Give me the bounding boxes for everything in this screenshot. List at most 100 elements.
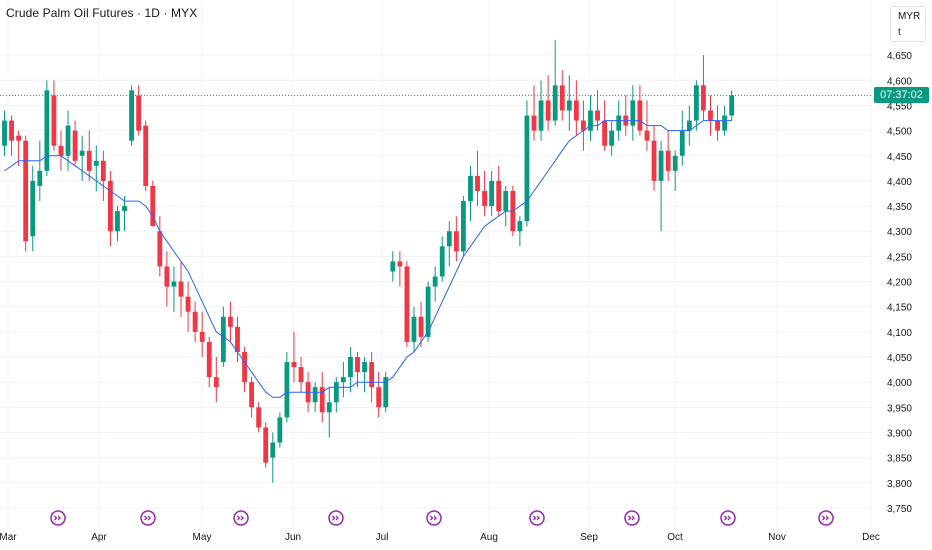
candle-body — [143, 125, 149, 186]
currency-unit: MYR — [898, 11, 921, 22]
candle-body — [552, 85, 558, 121]
candle-body — [581, 120, 586, 131]
candle — [2, 110, 7, 156]
y-axis[interactable]: 3,750 3,800 3,850 3,900 3,950 4,000 4,050 4,100… — [887, 51, 912, 515]
candle-body — [30, 180, 36, 237]
candle-body — [573, 100, 579, 121]
y-tick-label: 3,950 — [887, 403, 912, 414]
chart-title: Crude Palm Oil Futures · 1D · MYX — [6, 6, 198, 20]
event-marker-icon[interactable] — [50, 510, 66, 526]
candle — [312, 382, 318, 413]
candle — [630, 85, 636, 141]
candle-body — [312, 387, 318, 403]
currency-button[interactable]: MYR t — [890, 6, 926, 42]
event-marker-icon[interactable] — [624, 510, 640, 526]
candle — [482, 170, 487, 217]
y-tick-label: 4,650 — [887, 51, 912, 62]
candle-body — [348, 357, 353, 378]
candle-body — [376, 387, 382, 408]
candle-body — [220, 316, 226, 363]
candle — [418, 301, 424, 347]
x-axis[interactable]: Mar Apr May Jun Jul Aug Sep Oct Nov Dec — [0, 532, 880, 543]
candle — [72, 120, 78, 166]
candle — [397, 251, 403, 287]
event-marker-icon[interactable] — [818, 510, 834, 526]
candle — [355, 351, 360, 388]
candle-body — [192, 311, 198, 332]
candle-body — [178, 281, 184, 297]
candle-body — [693, 85, 699, 121]
candle-body — [679, 130, 685, 156]
candle — [595, 90, 600, 131]
candle — [573, 80, 579, 136]
candle — [37, 140, 43, 202]
candle-body — [715, 120, 720, 131]
unit-sub: t — [898, 27, 901, 38]
candle-body — [171, 281, 177, 287]
candle-body — [16, 135, 22, 141]
candle — [468, 165, 473, 222]
candle — [369, 351, 375, 403]
y-tick-label: 4,100 — [887, 328, 912, 339]
event-arrow — [144, 515, 151, 521]
y-tick-label: 4,350 — [887, 202, 912, 213]
candle-body — [517, 221, 523, 232]
candle — [581, 100, 586, 151]
candle-body — [136, 95, 142, 131]
candle — [291, 331, 297, 383]
candle — [326, 387, 332, 438]
candle — [235, 316, 240, 363]
candle-body — [489, 180, 495, 207]
event-marker-icon[interactable] — [529, 510, 545, 526]
candle — [496, 165, 502, 217]
event-marker-icon[interactable] — [233, 510, 249, 526]
candle — [446, 221, 452, 267]
candle — [708, 95, 713, 136]
candle-body — [86, 150, 92, 171]
candle-body — [213, 377, 219, 388]
candle — [665, 130, 671, 181]
moving-average-line — [4, 120, 732, 398]
event-marker-icon[interactable] — [140, 510, 156, 526]
candle — [206, 336, 212, 388]
candle-body — [524, 115, 530, 222]
candle-body — [333, 382, 339, 403]
candle-body — [616, 115, 622, 131]
y-tick-label: 4,500 — [887, 127, 912, 138]
event-marker-icon[interactable] — [328, 510, 344, 526]
candle — [129, 85, 134, 146]
x-tick-label: Oct — [667, 532, 683, 543]
candle — [115, 206, 120, 242]
event-circle — [529, 510, 545, 526]
candle — [701, 55, 706, 121]
candle — [383, 372, 389, 413]
event-circle — [624, 510, 640, 526]
candle — [637, 85, 643, 136]
candle-body — [263, 427, 269, 463]
candle-body — [559, 85, 565, 111]
candle — [651, 125, 657, 191]
event-arrow — [430, 515, 437, 521]
candle — [23, 135, 29, 252]
candle-body — [72, 130, 78, 161]
candle — [362, 357, 367, 393]
candle-body — [235, 326, 240, 352]
y-tick-label: 3,800 — [887, 479, 912, 490]
candle-body — [58, 145, 64, 156]
candle — [461, 196, 466, 257]
candle — [136, 85, 142, 136]
candle — [157, 216, 163, 277]
event-marker-icon[interactable] — [426, 510, 442, 526]
candle — [86, 130, 92, 181]
candle-body — [686, 120, 692, 131]
y-tick-label: 4,300 — [887, 227, 912, 238]
candle-body — [588, 110, 593, 131]
y-tick-label: 4,000 — [887, 378, 912, 389]
y-tick-label: 4,550 — [887, 101, 912, 112]
candle — [249, 377, 254, 418]
candle — [213, 357, 219, 403]
event-marker-icon[interactable] — [720, 510, 736, 526]
x-tick-label: Mar — [0, 532, 17, 543]
candle — [44, 80, 50, 176]
